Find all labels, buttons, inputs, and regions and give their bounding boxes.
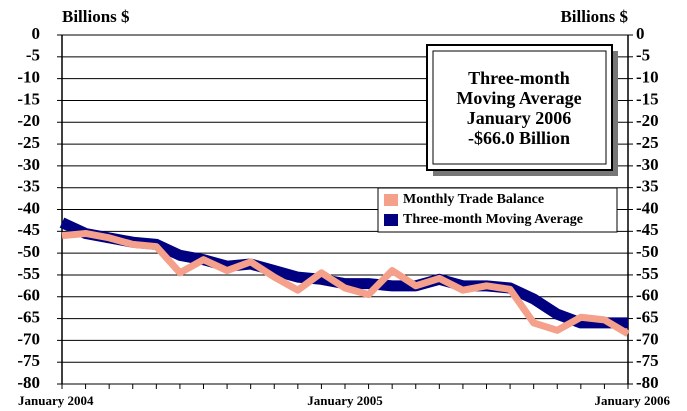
y-tick-label: -70 — [17, 329, 40, 348]
y2-tick-label: -10 — [636, 68, 659, 87]
y2-tick-label: -35 — [636, 177, 659, 196]
legend-box — [377, 187, 618, 233]
y-tick-label: -15 — [17, 89, 40, 108]
y-tick-label: -25 — [17, 133, 40, 152]
legend-label: Three-month Moving Average — [403, 212, 583, 227]
series-line — [61, 229, 630, 337]
y-tick-label: -5 — [26, 46, 40, 65]
y2-tick-label: -30 — [636, 155, 659, 174]
y-tick-label: -75 — [17, 351, 40, 370]
y2-tick-label: -5 — [636, 46, 650, 65]
y2-tick-label: -40 — [636, 198, 659, 217]
legend-swatch — [384, 214, 398, 226]
y-tick-label: -35 — [17, 177, 40, 196]
legend-swatch — [384, 194, 398, 206]
x-tick-label: January 2006 — [595, 393, 671, 408]
y2-tick-label: -75 — [636, 351, 659, 370]
y2-tick-label: -70 — [636, 329, 659, 348]
y2-tick-label: -50 — [636, 242, 659, 261]
y2-tick-label: -45 — [636, 220, 659, 239]
y-tick-label: -40 — [17, 198, 40, 217]
annotation-text: Moving Average — [456, 88, 581, 108]
y-tick-label: 0 — [32, 24, 41, 43]
x-tick-label: January 2004 — [18, 393, 94, 408]
y-tick-label: -45 — [17, 220, 40, 239]
annotation-inner — [432, 50, 607, 165]
y2-tick-label: -65 — [636, 307, 659, 326]
y2-tick-label: 0 — [636, 24, 645, 43]
x-tick-label: January 2005 — [307, 393, 383, 408]
y-tick-label: -55 — [17, 264, 40, 283]
y2-tick-label: -55 — [636, 264, 659, 283]
y2-tick-label: -20 — [636, 111, 659, 130]
y2-axis-label: Billions $ — [560, 7, 628, 26]
y-tick-label: -20 — [17, 111, 40, 130]
y-tick-label: -80 — [17, 373, 40, 392]
y-tick-label: -50 — [17, 242, 40, 261]
annotation-text: -$66.0 Billion — [468, 128, 570, 148]
annotation-text: Three-month — [468, 68, 570, 88]
y2-tick-label: -25 — [636, 133, 659, 152]
y-tick-label: -10 — [17, 68, 40, 87]
legend-label: Monthly Trade Balance — [403, 192, 544, 207]
y2-tick-label: -80 — [636, 373, 659, 392]
series-line — [59, 217, 628, 329]
y-axis-label: Billions $ — [62, 7, 130, 26]
y-tick-label: -30 — [17, 155, 40, 174]
annotation-text: January 2006 — [467, 108, 572, 128]
y2-tick-label: -15 — [636, 89, 659, 108]
annotation-box — [426, 44, 613, 171]
y-tick-label: -65 — [17, 307, 40, 326]
y-tick-label: -60 — [17, 286, 40, 305]
y2-tick-label: -60 — [636, 286, 659, 305]
